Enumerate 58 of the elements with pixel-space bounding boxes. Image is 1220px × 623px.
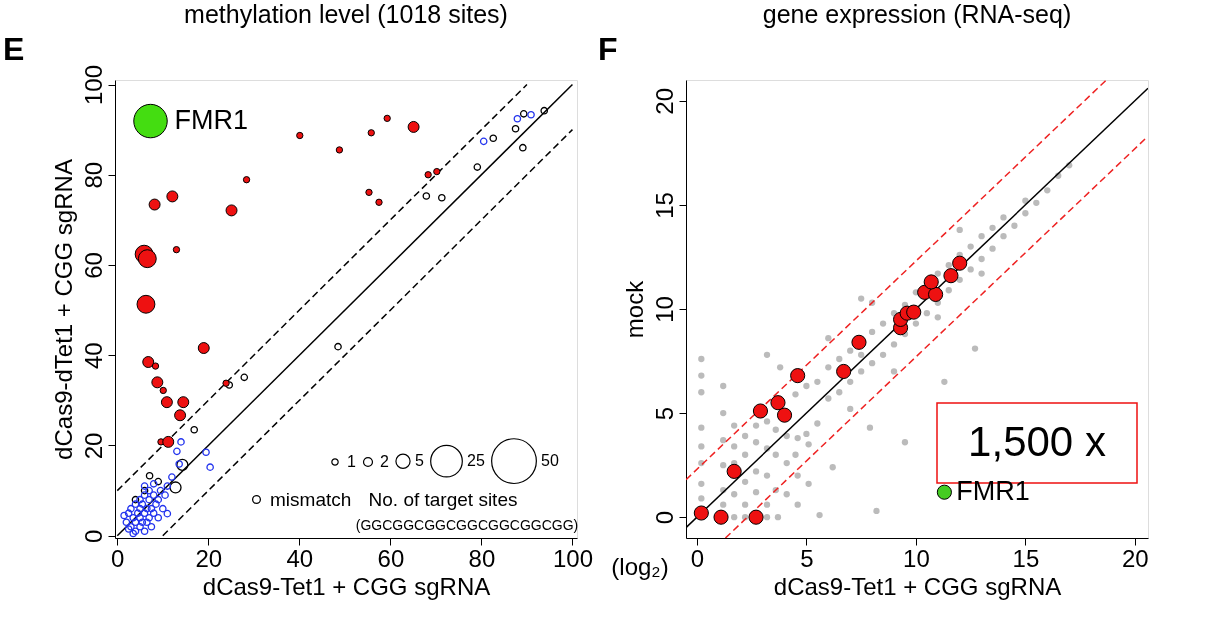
x-tick-label: 20 <box>1122 544 1149 572</box>
x-tick-label: 80 <box>468 544 496 572</box>
y-axis-title: mock <box>620 279 648 339</box>
point <box>928 286 944 302</box>
point <box>713 509 729 525</box>
legend-label: mismatch <box>270 488 352 510</box>
y-tick-label: 60 <box>79 252 107 279</box>
x-tick-label: 40 <box>286 544 314 572</box>
x-tick-label: 0 <box>111 544 125 572</box>
point <box>923 274 939 290</box>
annotation: 1,500 x <box>968 418 1106 465</box>
legend-label: 5 <box>415 452 424 470</box>
y-tick-label: 80 <box>79 161 107 189</box>
y-tick-label: 5 <box>650 406 678 421</box>
y-tick-label: 0 <box>650 511 678 525</box>
annotation: FMR1 <box>174 105 248 136</box>
y-tick-label: 10 <box>650 296 678 323</box>
point <box>790 368 806 384</box>
text: E <box>3 31 25 67</box>
y-tick-label: 20 <box>79 432 107 460</box>
text: F <box>598 31 618 67</box>
point <box>943 268 959 284</box>
legend-label: 25 <box>467 452 485 470</box>
x-tick-label: 0 <box>690 544 705 572</box>
x-axis-title: dCas9-Tet1 + CGG sgRNA <box>202 572 491 600</box>
point <box>906 304 922 320</box>
point <box>936 484 952 500</box>
y-tick-label: 40 <box>79 342 107 370</box>
point <box>776 407 793 423</box>
legend-label: 2 <box>380 453 389 470</box>
y-axis-title: dCas9-dTet1 + CGG sgRNA <box>49 159 77 460</box>
point <box>752 403 769 419</box>
chart-title: methylation level (1018 sites) <box>184 0 508 28</box>
annotation: (GGCGGCGGCGGCGGCGGCGG) <box>355 517 579 533</box>
point <box>748 509 764 525</box>
text: (log₂) <box>611 553 669 580</box>
x-tick-label: 60 <box>377 544 405 572</box>
x-tick-label: 100 <box>552 544 593 572</box>
legend-label: 50 <box>541 452 559 470</box>
y-tick-label: 15 <box>650 192 678 219</box>
x-tick-label: 15 <box>1012 544 1040 572</box>
point <box>952 255 968 271</box>
point <box>770 395 786 411</box>
x-tick-label: 20 <box>195 544 223 572</box>
y-tick-label: 0 <box>79 529 107 543</box>
point <box>726 463 742 479</box>
chart-title: gene expression (RNA-seq) <box>762 0 1072 28</box>
x-axis-title: dCas9-Tet1 + CGG sgRNA <box>773 572 1062 600</box>
y-tick-label: 100 <box>79 64 107 106</box>
point <box>851 334 867 350</box>
point <box>836 363 852 380</box>
y-tick-label: 20 <box>650 87 678 115</box>
annotation: FMR1 <box>956 476 1030 507</box>
x-tick-label: 5 <box>800 544 814 572</box>
point <box>693 505 709 521</box>
legend-title: No. of target sites <box>368 489 518 510</box>
legend-label: 1 <box>347 453 356 470</box>
x-tick-label: 10 <box>903 544 930 572</box>
